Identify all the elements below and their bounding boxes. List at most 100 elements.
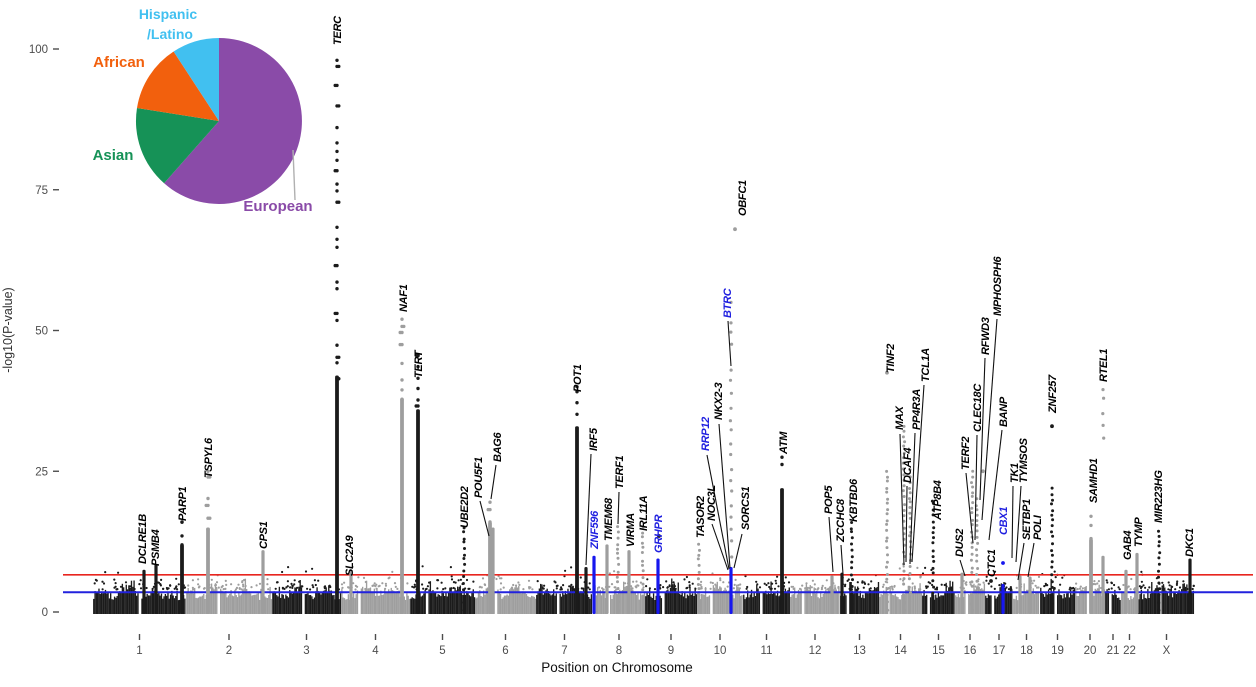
pie-label-asian: Asian — [93, 147, 134, 164]
gene-label-TSPYL6: TSPYL6 — [203, 437, 215, 478]
leader-line-BAG6 — [490, 464, 497, 500]
gene-label-UBE2D2: UBE2D2 — [459, 486, 471, 528]
gene-label-TERF2: TERF2 — [960, 436, 972, 470]
gene-label-PP4R3A: PP4R3A — [911, 389, 923, 430]
gene-label-PARP1: PARP1 — [177, 486, 189, 521]
x-tick-label-9: 9 — [668, 645, 674, 657]
leader-line-PP4R3A — [909, 432, 916, 565]
x-tick-label-17: 17 — [993, 645, 1006, 657]
gene-label-GAB4: GAB4 — [1122, 530, 1134, 560]
leader-line-TCL1A — [911, 384, 925, 563]
pie-slice-asian — [135, 108, 219, 184]
gene-label-ATP8B4: ATP8B4 — [932, 480, 944, 521]
gene-label-TINF2: TINF2 — [885, 344, 897, 373]
gene-label-GRHPR: GRHPR — [653, 514, 665, 553]
x-tick-label-20: 20 — [1084, 645, 1097, 657]
gene-label-DUS2: DUS2 — [954, 529, 966, 557]
gene-label-TERF1: TERF1 — [614, 455, 626, 489]
x-tick-label-21: 21 — [1107, 645, 1120, 657]
pie-slice-african — [137, 51, 219, 121]
y-axis-title: -log10(P-value) — [1, 287, 15, 372]
leader-line-BTRC — [727, 320, 732, 367]
gene-label-IRL11A: IRL11A — [638, 495, 650, 531]
leader-line-POU5F1 — [479, 500, 490, 537]
y-tick-label-25: 25 — [35, 466, 48, 478]
x-tick-label-3: 3 — [303, 645, 309, 657]
gene-label-BAG6: BAG6 — [492, 431, 504, 462]
gene-label-SLC2A9: SLC2A9 — [344, 534, 356, 576]
gene-label-SETBP1: SETBP1 — [1021, 499, 1033, 540]
leader-line-POP5 — [828, 516, 834, 573]
pie-label-hispanic: Hispanic — [139, 6, 198, 22]
gene-label-DCAF4: DCAF4 — [902, 448, 914, 483]
gene-label-ZCCHC8: ZCCHC8 — [835, 498, 847, 543]
leader-line-TK1 — [1011, 485, 1014, 559]
gene-label-CTC1: CTC1 — [986, 549, 998, 577]
x-tick-label-14: 14 — [894, 645, 907, 657]
gene-label-ATM: ATM — [778, 431, 790, 455]
gene-label-CPS1: CPS1 — [258, 521, 270, 549]
x-tick-label-6: 6 — [502, 645, 508, 657]
gene-label-MIR223HG: MIR223HG — [1153, 470, 1165, 523]
gene-label-KBTBD6: KBTBD6 — [848, 478, 860, 522]
pie-label--latino: /Latino — [147, 26, 193, 42]
y-tick-label-75: 75 — [35, 185, 48, 197]
leader-line-BANP — [988, 429, 1003, 541]
x-tick-label-4: 4 — [372, 645, 379, 657]
gene-label-POLI: POLI — [1032, 514, 1044, 540]
gene-label-NAF1: NAF1 — [398, 284, 410, 312]
pie-label-european: European — [243, 198, 312, 215]
gene-label-POT1: POT1 — [572, 364, 584, 392]
x-tick-label-16: 16 — [964, 645, 977, 657]
gene-label-DKC1: DKC1 — [1184, 528, 1196, 557]
gene-label-RFWD3: RFWD3 — [980, 317, 992, 355]
leader-line-MPHOSPH6 — [981, 318, 998, 521]
gene-label-DCLRE1B: DCLRE1B — [137, 514, 149, 564]
pie-label-african: African — [93, 54, 145, 71]
gene-label-NOC3L: NOC3L — [706, 485, 718, 521]
leader-line-TERF1 — [617, 491, 620, 525]
gene-label-RRP12: RRP12 — [700, 417, 712, 451]
gene-label-leader-lines — [479, 318, 1035, 581]
leader-line-CLEC18C — [974, 434, 978, 541]
x-tick-label-7: 7 — [561, 645, 567, 657]
gene-label-BANP: BANP — [998, 396, 1010, 427]
leader-line-MAX — [899, 433, 905, 566]
leader-line-SETBP1 — [1017, 542, 1025, 581]
gene-label-MAX: MAX — [894, 405, 906, 430]
leader-line-NOC3L — [711, 523, 729, 571]
gene-label-RTEL1: RTEL1 — [1098, 349, 1110, 382]
gene-label-POP5: POP5 — [823, 485, 835, 514]
y-tick-label-100: 100 — [29, 44, 48, 56]
x-tick-label-5: 5 — [439, 645, 445, 657]
pie-slice-european — [164, 38, 302, 204]
y-axis: 0 25 50 75 100 — [29, 44, 59, 619]
pie-slice-hispanic-latino — [173, 37, 219, 121]
leader-line-NKX2-3 — [718, 423, 731, 569]
leader-line-ZCCHC8 — [840, 544, 844, 575]
gene-label-CBX1: CBX1 — [998, 507, 1010, 535]
y-tick-label-0: 0 — [42, 607, 48, 619]
gene-label-IRF5: IRF5 — [588, 427, 600, 451]
gene-label-VIRMA: VIRMA — [625, 513, 637, 547]
manhattan-peak-points — [142, 58, 1192, 614]
gene-labels: DCLRE1B PSMB4 PARP1 TSPYL6 CPS1 TERC SLC2A9 NAF… — [137, 15, 1196, 577]
gene-label-TERC: TERC — [332, 15, 344, 45]
pie-leader-line — [292, 149, 296, 201]
gene-label-POU5F1: POU5F1 — [473, 457, 485, 498]
gene-label-CLEC18C: CLEC18C — [972, 383, 984, 432]
x-tick-label-8: 8 — [616, 645, 622, 657]
gene-label-BTRC: BTRC — [722, 287, 734, 318]
x-tick-label-2: 2 — [226, 645, 232, 657]
leader-line-RFWD3 — [979, 357, 986, 501]
gene-label-OBFC1: OBFC1 — [737, 180, 749, 216]
x-tick-label-22: 22 — [1123, 645, 1136, 657]
leader-line-IRF5 — [585, 453, 592, 566]
gene-label-TMEM68: TMEM68 — [603, 497, 615, 541]
gene-label-MPHOSPH6: MPHOSPH6 — [992, 255, 1004, 316]
x-axis: 1 2 3 4 5 6 7 8 9 10 11 12 13 14 15 16 17 18 19 20 21 22 X — [136, 634, 1171, 657]
x-tick-label-15: 15 — [932, 645, 945, 657]
leader-line-TERF2 — [965, 472, 974, 544]
gene-label-NKX2-3: NKX2-3 — [713, 382, 725, 420]
